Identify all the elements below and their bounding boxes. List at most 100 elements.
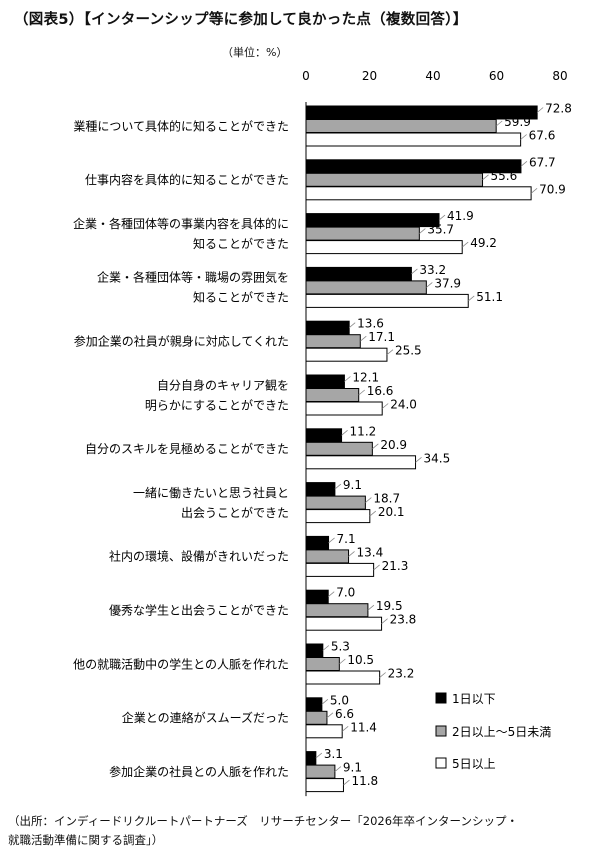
bar <box>305 119 497 133</box>
category-label: 業種について具体的に知ることができた <box>73 118 289 133</box>
leader-line <box>358 389 365 396</box>
x-tick-label: 0 <box>302 69 310 83</box>
data-label: 67.7 <box>529 155 556 169</box>
bar <box>305 441 373 456</box>
leader-line <box>365 497 372 503</box>
category-label: 明らかにすることができた <box>145 397 289 412</box>
leader-line <box>536 107 544 113</box>
source-note: （出所：インディードリクルートパートナーズ リサーチセンター「2026年卒インタ… <box>8 812 588 850</box>
leader-line <box>321 698 329 705</box>
bar <box>305 764 336 779</box>
bar <box>305 724 343 739</box>
source-line-1: （出所：インディードリクルートパートナーズ リサーチセンター「2026年卒インタ… <box>8 814 518 828</box>
bar <box>305 280 427 295</box>
data-label: 10.5 <box>347 653 374 667</box>
leader-line <box>426 282 433 288</box>
leader-line <box>411 268 418 275</box>
leader-line <box>328 537 335 544</box>
data-label: 20.1 <box>378 505 405 519</box>
leader-line <box>373 564 380 571</box>
leader-line <box>334 766 342 772</box>
data-label: 23.2 <box>388 667 415 681</box>
data-label: 7.1 <box>337 532 356 546</box>
legend-label: 5日以上 <box>452 757 496 771</box>
bar <box>305 710 328 725</box>
data-label: 9.1 <box>343 761 362 775</box>
bar <box>305 226 420 241</box>
bar <box>305 293 469 308</box>
data-label: 23.8 <box>390 613 417 627</box>
leader-line <box>520 160 528 167</box>
data-label: 6.6 <box>335 707 354 721</box>
data-label: 72.8 <box>545 102 572 116</box>
source-line-2: 就職活動準備に関する調査」） <box>8 833 164 847</box>
leader-line <box>495 120 503 127</box>
data-label: 35.7 <box>427 223 454 237</box>
bar <box>305 334 361 349</box>
data-label: 51.1 <box>476 290 503 304</box>
bar <box>305 657 340 671</box>
data-label: 11.4 <box>350 720 377 734</box>
leader-line <box>339 658 346 665</box>
data-label: 24.0 <box>390 398 417 412</box>
bar <box>305 374 345 389</box>
leader-line <box>367 604 375 611</box>
category-label: 自分のスキルを見極めることができた <box>85 441 289 456</box>
data-label: 5.0 <box>330 693 349 707</box>
leader-line <box>343 779 350 786</box>
bar <box>305 455 417 470</box>
bar <box>305 266 412 281</box>
bar <box>305 562 375 577</box>
x-tick-label: 60 <box>489 69 504 83</box>
category-label: 出会うことができた <box>181 505 289 520</box>
bar <box>305 388 360 402</box>
bar <box>305 159 522 174</box>
data-label: 33.2 <box>419 263 446 277</box>
category-label: 他の就職活動中の学生との人脈を作れた <box>73 656 289 671</box>
leader-line <box>369 510 377 517</box>
bar <box>305 482 336 497</box>
leader-line <box>381 403 389 409</box>
data-label: 9.1 <box>343 478 362 492</box>
data-label: 17.1 <box>368 330 395 344</box>
bar <box>305 697 323 712</box>
legend-label: 2日以上～5日未満 <box>452 725 551 739</box>
data-label: 41.9 <box>447 209 474 223</box>
data-label: 7.0 <box>336 586 355 600</box>
leader-line <box>327 591 335 598</box>
bar <box>305 616 383 631</box>
bar <box>305 535 330 550</box>
leader-line <box>315 752 323 759</box>
bar <box>305 670 381 685</box>
leader-line <box>334 483 342 490</box>
data-label: 13.4 <box>357 545 384 559</box>
leader-line <box>381 618 388 625</box>
leader-line <box>379 672 386 678</box>
category-label: 企業・各種団体等・職場の雰囲気を <box>97 270 289 285</box>
category-label: 社内の環境、設備がきれいだった <box>109 549 289 564</box>
leader-line <box>360 335 367 342</box>
category-label: 優秀な学生と出会うことができた <box>109 602 289 617</box>
leader-line <box>348 551 355 557</box>
data-label: 16.6 <box>367 384 394 398</box>
bar <box>305 105 538 120</box>
category-label: 参加企業の社員が親身に対応してくれた <box>74 333 289 348</box>
leader-line <box>461 241 469 248</box>
leader-line <box>326 712 334 719</box>
bar <box>305 320 350 335</box>
category-label: 知ることができた <box>193 236 289 251</box>
data-label: 21.3 <box>382 559 409 573</box>
bar <box>305 428 343 443</box>
bar <box>305 751 317 766</box>
bar <box>305 603 369 618</box>
leader-line <box>341 429 348 436</box>
chart-title: （図表5）【インターンシップ等に参加して良かった点（複数回答）】 <box>14 12 468 28</box>
x-tick-label: 20 <box>362 69 377 83</box>
legend-swatch <box>435 692 447 704</box>
bar <box>305 172 484 187</box>
legend-swatch <box>435 757 447 769</box>
x-tick-label: 80 <box>552 69 567 83</box>
leader-line <box>348 322 356 329</box>
leader-line <box>520 134 527 140</box>
data-label: 12.1 <box>352 371 379 385</box>
